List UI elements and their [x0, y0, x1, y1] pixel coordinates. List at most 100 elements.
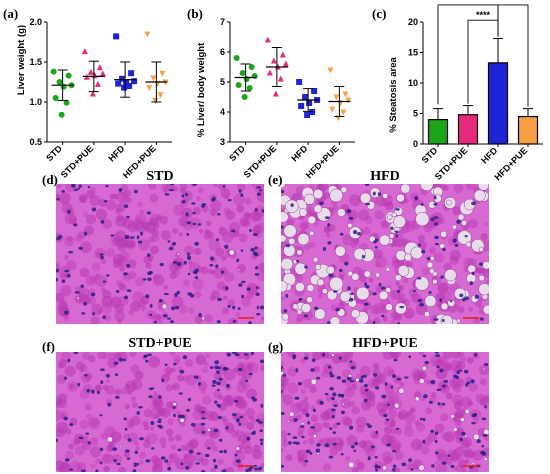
histo-cytoplasm: [224, 195, 229, 200]
histo-cytoplasm: [478, 297, 484, 302]
a-point-hfd: [119, 75, 126, 82]
histo-cytoplasm: [208, 411, 219, 422]
histo-nucleus: [459, 293, 464, 298]
histo-nucleus: [163, 292, 169, 296]
histo-nucleus: [115, 290, 120, 293]
histo-vacuole: [281, 211, 289, 223]
histo-cytoplasm: [237, 399, 248, 410]
histo-cytoplasm: [173, 354, 181, 363]
histo-cytoplasm: [152, 274, 165, 286]
histo-cytoplasm: [307, 206, 314, 213]
histo-cytoplasm: [67, 236, 73, 242]
a-point-hfd: [123, 79, 130, 85]
panel-d-histology: (d) STD: [42, 169, 264, 324]
b-ytick-label: 5: [220, 77, 225, 87]
histo-vacuole: [306, 284, 315, 292]
histo-cytoplasm: [128, 310, 134, 316]
histo-cytoplasm: [163, 284, 168, 290]
histo-nucleus: [148, 395, 153, 399]
a-point-hfd: [126, 83, 133, 89]
histo-nucleus: [255, 418, 260, 423]
histo-nucleus: [138, 437, 144, 441]
histo-cytoplasm: [388, 195, 393, 200]
histo-nucleus: [219, 438, 223, 442]
histo-nucleus: [315, 376, 321, 380]
histo-nucleus: [147, 277, 152, 282]
histo-cytoplasm: [178, 231, 183, 237]
histo-cytoplasm: [387, 435, 396, 445]
histo-cytoplasm: [281, 296, 285, 301]
histo-nucleus: [375, 468, 378, 472]
histo-cytoplasm: [416, 443, 423, 450]
histo-cytoplasm: [343, 352, 354, 359]
histo-vacuole: [310, 378, 317, 385]
histo-cytoplasm: [212, 446, 219, 452]
histo-cytoplasm: [399, 382, 405, 387]
histo-nucleus: [327, 365, 332, 369]
histo-cytoplasm: [127, 222, 138, 233]
histo-vacuole: [414, 396, 420, 402]
histo-cytoplasm: [56, 184, 62, 189]
histo-nucleus: [99, 414, 103, 417]
histo-cytoplasm: [121, 184, 128, 191]
histo-cytoplasm: [355, 459, 361, 465]
histo-cytoplasm: [312, 422, 323, 433]
histo-cytoplasm: [101, 295, 114, 308]
histo-nucleus: [436, 388, 442, 392]
histo-nucleus: [439, 298, 443, 303]
histo-cytoplasm: [222, 231, 234, 243]
histo-vacuole: [452, 427, 458, 432]
histo-nucleus: [142, 278, 147, 281]
b-point-std-pue: [270, 57, 277, 64]
histo-cytoplasm: [286, 218, 295, 227]
histo-cytoplasm: [192, 422, 205, 435]
histo-nucleus: [297, 381, 303, 386]
histo-nucleus: [214, 360, 220, 365]
histo-nucleus: [414, 196, 418, 201]
panel-e-label: (e): [268, 172, 282, 187]
a-ytick-label: 2.0: [29, 17, 42, 27]
histo-nucleus: [364, 383, 368, 388]
histo-nucleus: [331, 397, 335, 401]
histo-nucleus: [433, 195, 437, 200]
histo-nucleus: [341, 379, 346, 383]
histo-cytoplasm: [453, 401, 462, 410]
histo-cytoplasm: [282, 437, 287, 442]
histo-nucleus: [259, 438, 264, 442]
histo-cytoplasm: [56, 262, 60, 271]
histo-cytoplasm: [408, 220, 416, 228]
histo-cytoplasm: [79, 241, 92, 254]
histo-cytoplasm: [383, 420, 389, 426]
histo-cytoplasm: [222, 395, 234, 407]
histo-nucleus: [339, 394, 344, 397]
histo-cytoplasm: [85, 274, 97, 286]
histo-cytoplasm: [115, 207, 122, 215]
histo-nucleus: [305, 413, 310, 418]
histo-nucleus: [309, 451, 313, 455]
histo-nucleus: [56, 237, 61, 240]
histo-vacuole: [482, 304, 489, 315]
histo-cytoplasm: [409, 407, 415, 414]
histo-nucleus: [197, 381, 201, 386]
histo-nucleus: [194, 241, 199, 246]
histo-cytoplasm: [313, 365, 320, 373]
histo-nucleus: [56, 198, 60, 201]
histo-nucleus: [99, 253, 104, 256]
a-point-hfd-pue: [150, 75, 157, 82]
b-ytick-label: 7: [220, 17, 225, 27]
histo-cytoplasm: [332, 204, 339, 211]
histo-nucleus: [331, 408, 336, 412]
histo-cytoplasm: [118, 466, 126, 472]
histo-cytoplasm: [422, 437, 432, 447]
histo-cytoplasm: [117, 319, 122, 324]
histo-nucleus: [441, 384, 446, 388]
histo-cytoplasm: [359, 384, 370, 395]
a-point-std: [65, 72, 72, 79]
histo-nucleus: [127, 438, 132, 442]
histo-nucleus: [259, 359, 264, 364]
histo-cytoplasm: [89, 276, 97, 284]
histo-cytoplasm: [179, 421, 186, 428]
histo-nucleus: [434, 235, 439, 240]
histo-nucleus: [373, 240, 377, 244]
